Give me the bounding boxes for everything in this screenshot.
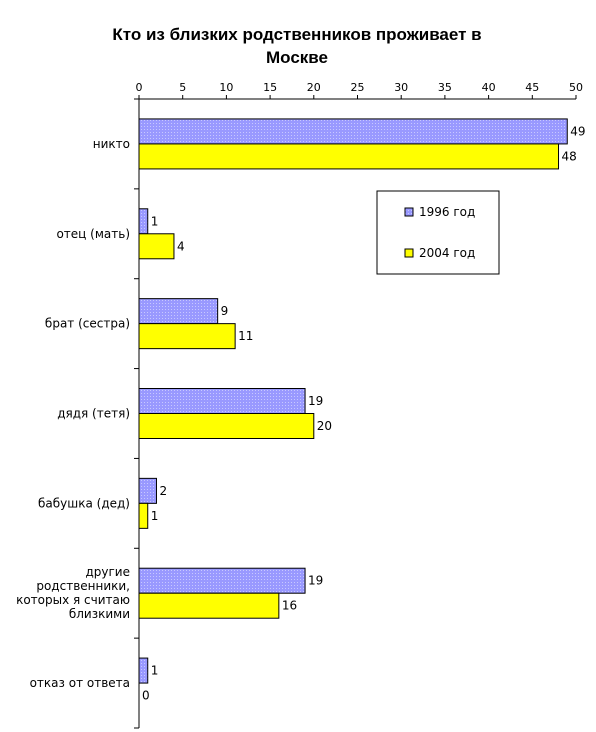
category-label: отец (мать) bbox=[56, 227, 130, 241]
data-label: 1 bbox=[151, 214, 159, 228]
category-label: которых я считаю bbox=[16, 593, 130, 607]
data-label: 16 bbox=[282, 599, 297, 613]
category-label: дядя (тетя) bbox=[57, 407, 130, 421]
data-label: 2 bbox=[159, 484, 167, 498]
bar-1996 bbox=[138, 657, 149, 684]
legend-swatch-1996 bbox=[404, 207, 414, 217]
data-label: 4 bbox=[177, 239, 185, 253]
category-label: бабушка (дед) bbox=[38, 496, 130, 510]
category-label: родственники, bbox=[36, 579, 130, 593]
data-label: 0 bbox=[142, 689, 150, 703]
x-tick-label: 30 bbox=[394, 81, 408, 94]
bar-1996 bbox=[138, 208, 149, 235]
category-label: никто bbox=[93, 137, 130, 151]
bar-2004 bbox=[138, 323, 236, 350]
chart-title-line-2: Москве bbox=[266, 48, 328, 67]
x-axis: 0 5 10 15 20 25 30 35 40 45 50 bbox=[134, 81, 583, 729]
x-tick-label: 45 bbox=[525, 81, 539, 94]
x-tick-label: 35 bbox=[438, 81, 452, 94]
legend-label-1996: 1996 год bbox=[419, 205, 475, 219]
x-tick-label: 40 bbox=[482, 81, 496, 94]
bar-2004 bbox=[138, 502, 149, 529]
data-label: 48 bbox=[562, 149, 577, 163]
bar-2004 bbox=[138, 413, 315, 439]
x-tick-label: 50 bbox=[569, 81, 583, 94]
data-label: 1 bbox=[151, 664, 159, 678]
data-label: 20 bbox=[317, 419, 332, 433]
data-label: 1 bbox=[151, 509, 159, 523]
legend-swatch-2004 bbox=[404, 248, 414, 258]
legend-box bbox=[376, 190, 500, 275]
bar-1996 bbox=[138, 477, 157, 504]
data-label: 49 bbox=[570, 124, 585, 138]
x-tick-label: 5 bbox=[179, 81, 186, 94]
bar-1996 bbox=[138, 118, 568, 145]
category-label: близкими bbox=[69, 607, 130, 621]
legend-label-2004: 2004 год bbox=[419, 246, 475, 260]
category-label: другие bbox=[85, 565, 130, 579]
x-tick-label: 0 bbox=[136, 81, 143, 94]
bar-2004 bbox=[138, 233, 175, 260]
bar-1996 bbox=[138, 567, 306, 594]
x-tick-label: 20 bbox=[307, 81, 321, 94]
x-tick-label: 10 bbox=[219, 81, 233, 94]
bar-2004 bbox=[138, 592, 280, 619]
legend: 1996 год 2004 год bbox=[376, 190, 500, 275]
x-tick-label: 25 bbox=[351, 81, 365, 94]
bar-1996 bbox=[138, 388, 306, 414]
chart-title-line-1: Кто из близких родственников проживает в bbox=[112, 25, 481, 44]
bar-2004 bbox=[138, 143, 560, 170]
category-label: отказ от ответа bbox=[30, 676, 130, 690]
data-label: 11 bbox=[238, 329, 253, 343]
data-label: 9 bbox=[221, 304, 229, 318]
x-tick-label: 15 bbox=[263, 81, 277, 94]
category-labels: никто отец (мать) брат (сестра) дядя (тетя)… bbox=[16, 137, 130, 690]
data-label: 19 bbox=[308, 394, 323, 408]
data-label: 19 bbox=[308, 574, 323, 588]
category-label: брат (сестра) bbox=[45, 317, 130, 331]
bar-1996 bbox=[138, 298, 219, 325]
